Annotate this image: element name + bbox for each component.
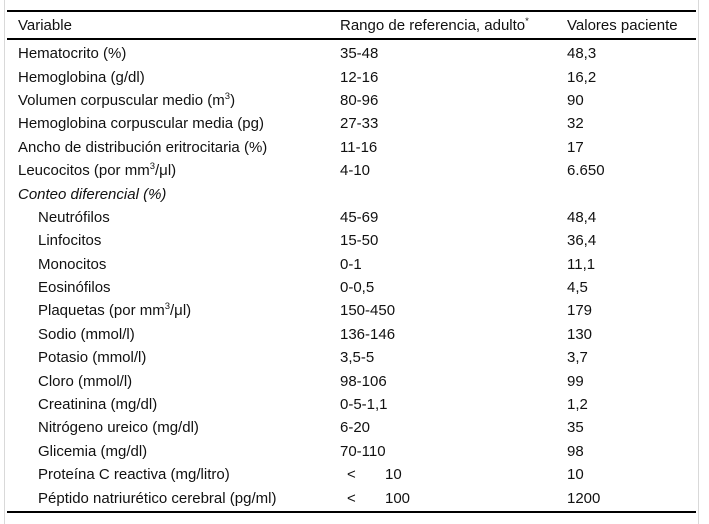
reference-range-cell: 136-146 (340, 325, 396, 343)
patient-value-cell: 10 (567, 466, 584, 484)
table-row: Plaquetas (por mm3/μl) 150-450 179 (7, 299, 696, 322)
reference-range-cell: 15-50 (340, 232, 379, 250)
reference-range-cell: <100 (338, 490, 565, 507)
table-row: Conteo diferencial (%) (7, 182, 696, 205)
reference-range-cell: 98-106 (340, 372, 387, 390)
variable-cell: Creatinina (mg/dl) (38, 396, 158, 414)
reference-range-cell: 0-1 (340, 255, 362, 273)
superscript: 3 (164, 302, 171, 313)
table-row: Hemoglobina (g/dl) 12-16 16,2 (7, 65, 696, 88)
reference-range-cell: 70-110 (340, 442, 386, 460)
reference-range-cell: <10 (338, 466, 565, 483)
patient-value-cell: 48,4 (567, 208, 597, 226)
table-row: Proteína C reactiva (mg/litro) <10 10 (7, 463, 696, 486)
patient-value-cell: 98 (567, 442, 584, 460)
reference-range-cell: 4-10 (340, 162, 371, 180)
column-header-variable: Variable (18, 16, 72, 34)
patient-value-cell: 6.650 (567, 162, 605, 180)
table-body: Hematocrito (%) 35-48 48,3 Hemoglobina (g/d… (7, 40, 696, 513)
reference-range-cell: 27-33 (340, 115, 379, 133)
table-row: Cloro (mmol/l) 98-106 99 (7, 369, 696, 392)
less-than-sign: < (347, 489, 356, 507)
patient-value-cell: 48,3 (567, 45, 597, 63)
reference-range-cell: 80-96 (340, 91, 379, 109)
table-row: Ancho de distribución eritrocitaria (%) 1… (7, 136, 696, 159)
patient-value-cell: 179 (567, 302, 593, 320)
column-header-reference-range: Rango de referencia, adulto* (338, 15, 565, 34)
table-row: Potasio (mmol/l) 3,5-5 3,7 (7, 346, 696, 369)
reference-range-cell: 35-48 (340, 45, 379, 63)
less-than-sign: < (347, 466, 356, 484)
variable-cell: Glicemia (mg/dl) (38, 442, 148, 460)
variable-cell: Linfocitos (38, 232, 102, 250)
table-row: Nitrógeno ureico (mg/dl) 6-20 35 (7, 416, 696, 439)
superscript: 3 (224, 91, 231, 102)
patient-value-cell: 35 (567, 419, 584, 437)
superscript: 3 (149, 162, 156, 173)
variable-cell: Neutrófilos (38, 208, 110, 226)
table-row: Eosinófilos 0-0,5 4,5 (7, 276, 696, 299)
patient-value-cell: 3,7 (567, 349, 588, 367)
table-row: Creatinina (mg/dl) 0-5-1,1 1,2 (7, 393, 696, 416)
variable-cell: Proteína C reactiva (mg/litro) (38, 466, 230, 484)
table-row: Péptido natriurético cerebral (pg/ml) <10… (7, 486, 696, 509)
variable-cell: Nitrógeno ureico (mg/dl) (38, 419, 199, 437)
table-row: Hematocrito (%) 35-48 48,3 (7, 42, 696, 65)
reference-range-cell: 11-16 (340, 138, 378, 156)
reference-range-cell: 6-20 (340, 419, 371, 437)
variable-cell: Péptido natriurético cerebral (pg/ml) (38, 489, 277, 507)
table-row: Volumen corpuscular medio (m3) 80-96 90 (7, 89, 696, 112)
patient-value-cell: 1200 (567, 489, 601, 507)
variable-cell: Monocitos (38, 255, 107, 273)
lab-values-table: Variable Rango de referencia, adulto* Va… (4, 0, 699, 524)
table-row: Glicemia (mg/dl) 70-110 98 (7, 440, 696, 463)
patient-value-cell: 11,1 (567, 255, 596, 273)
table-row: Hemoglobina corpuscular media (pg) 27-33 3… (7, 112, 696, 135)
patient-value-cell: 16,2 (567, 68, 597, 86)
variable-cell: Volumen corpuscular medio (m3) (18, 91, 236, 109)
variable-cell: Plaquetas (por mm3/μl) (38, 302, 192, 320)
table-row: Leucocitos (por mm3/μl) 4-10 6.650 (7, 159, 696, 182)
patient-value-cell: 4,5 (567, 279, 588, 297)
reference-range-cell: 3,5-5 (340, 349, 375, 367)
footnote-asterisk: * (525, 15, 529, 27)
patient-value-cell: 90 (567, 91, 584, 109)
table-row: Linfocitos 15-50 36,4 (7, 229, 696, 252)
column-header-reference-range-label: Rango de referencia, adulto (340, 16, 526, 34)
reference-range-cell: 0-0,5 (340, 279, 375, 297)
table-header-row: Variable Rango de referencia, adulto* Va… (7, 12, 696, 40)
variable-cell: Leucocitos (por mm3/μl) (18, 162, 177, 180)
column-header-patient-values: Valores paciente (567, 16, 678, 34)
reference-range-cell: 0-5-1,1 (340, 396, 388, 414)
table-row: Neutrófilos 45-69 48,4 (7, 206, 696, 229)
patient-value-cell: 99 (567, 372, 584, 390)
reference-range-cell: 150-450 (340, 302, 396, 320)
patient-value-cell: 17 (567, 138, 584, 156)
variable-cell: Sodio (mmol/l) (38, 325, 135, 343)
patient-value-cell: 1,2 (567, 396, 588, 414)
patient-value-cell: 32 (567, 115, 584, 133)
variable-cell: Eosinófilos (38, 279, 111, 297)
variable-cell: Hemoglobina corpuscular media (pg) (18, 115, 264, 133)
reference-range-cell: 12-16 (340, 68, 379, 86)
variable-cell: Hemoglobina (g/dl) (18, 68, 145, 86)
variable-cell: Conteo diferencial (%) (18, 185, 167, 203)
table-row: Monocitos 0-1 11,1 (7, 253, 696, 276)
variable-cell: Potasio (mmol/l) (38, 349, 147, 367)
table: Variable Rango de referencia, adulto* Va… (7, 10, 696, 513)
variable-cell: Ancho de distribución eritrocitaria (%) (18, 138, 268, 156)
patient-value-cell: 130 (567, 325, 593, 343)
patient-value-cell: 36,4 (567, 232, 597, 250)
variable-cell: Cloro (mmol/l) (38, 372, 133, 390)
variable-cell: Hematocrito (%) (18, 45, 127, 63)
reference-range-cell: 45-69 (340, 208, 379, 226)
table-row: Sodio (mmol/l) 136-146 130 (7, 323, 696, 346)
